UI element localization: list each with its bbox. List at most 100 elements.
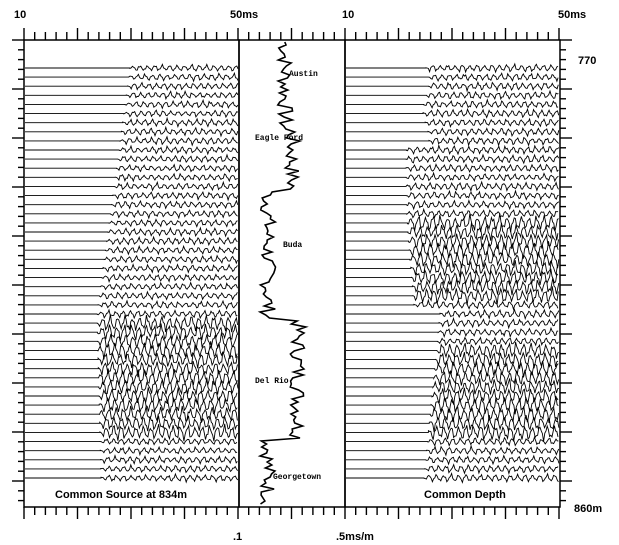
seismic-trace xyxy=(346,143,560,156)
seismic-trace xyxy=(346,387,559,405)
seismic-trace xyxy=(25,199,239,210)
common-source-traces xyxy=(25,63,239,484)
seismic-trace xyxy=(346,435,559,447)
seismic-trace xyxy=(25,387,238,405)
seismic-trace xyxy=(346,241,559,260)
seismic-trace xyxy=(346,444,560,457)
seismic-trace xyxy=(25,405,238,423)
seismic-trace xyxy=(346,107,560,119)
seismic-trace xyxy=(25,377,239,396)
seismic-trace xyxy=(25,437,238,446)
seismic-trace xyxy=(25,281,238,292)
seismic-trace xyxy=(25,445,238,457)
seismic-trace xyxy=(25,81,239,91)
seismic-trace xyxy=(346,250,560,269)
seismic-trace xyxy=(346,277,560,296)
bottom-slowness-ticks xyxy=(23,507,560,519)
seismic-trace xyxy=(346,298,559,311)
seismic-trace xyxy=(346,89,559,101)
seismic-trace xyxy=(25,218,238,228)
seismic-trace xyxy=(346,136,559,147)
seismic-trace xyxy=(25,351,238,369)
seismic-trace xyxy=(346,454,560,466)
slowness-log-curve xyxy=(257,41,309,505)
seismic-trace xyxy=(25,331,238,351)
seismic-trace xyxy=(346,351,559,369)
seismic-trace xyxy=(346,222,559,241)
seismic-trace xyxy=(25,308,238,320)
seismic-trace xyxy=(25,109,239,119)
seismic-trace xyxy=(25,254,238,265)
right-caption-box xyxy=(410,485,520,503)
seismic-trace xyxy=(25,235,238,247)
seismic-trace xyxy=(25,314,239,333)
seismic-trace xyxy=(25,153,239,164)
seismic-trace xyxy=(346,80,559,93)
seismic-trace xyxy=(346,126,560,138)
bottom-start-label: .1 xyxy=(233,531,242,543)
seismic-trace xyxy=(25,423,239,442)
seismic-trace xyxy=(25,244,238,256)
seismic-trace xyxy=(346,316,559,330)
seismic-trace xyxy=(25,172,238,183)
seismic-trace xyxy=(25,226,238,238)
seismic-trace xyxy=(25,209,238,220)
seismic-trace xyxy=(346,153,559,165)
seismic-trace xyxy=(346,326,559,339)
seismic-trace xyxy=(25,116,239,129)
seismic-trace xyxy=(25,323,239,342)
seismic-trace xyxy=(346,378,560,395)
seismic-trace xyxy=(346,286,559,306)
seismic-trace xyxy=(346,171,559,183)
seismic-trace xyxy=(25,163,239,173)
seismic-trace xyxy=(346,424,559,442)
top-time-ticks xyxy=(23,28,560,40)
seismic-trace xyxy=(346,260,559,279)
formation-label-eagle-ford: Eagle Ford xyxy=(255,134,303,143)
seismic-trace xyxy=(25,472,239,484)
top-right-end-label: 50ms xyxy=(558,9,586,21)
seismic-trace xyxy=(25,135,238,147)
seismic-trace xyxy=(25,125,239,138)
depth-bottom-label: 860m xyxy=(574,503,602,515)
seismic-trace xyxy=(346,369,560,386)
formation-label-austin: Austin xyxy=(289,70,318,79)
seismic-trace xyxy=(25,63,239,73)
top-right-start-label: 10 xyxy=(342,9,354,21)
seismic-trace xyxy=(346,415,560,433)
formation-label-buda: Buda xyxy=(283,241,302,250)
seismic-trace xyxy=(25,454,238,466)
seismic-trace xyxy=(25,463,238,474)
seismic-trace xyxy=(346,62,559,74)
seismic-trace xyxy=(346,180,559,193)
seismic-trace xyxy=(25,263,238,274)
bottom-end-label: .5ms/m xyxy=(336,531,374,543)
top-left-end-label: 50ms xyxy=(230,9,258,21)
seismic-trace xyxy=(346,307,560,321)
left-caption-box xyxy=(50,485,210,503)
seismic-trace xyxy=(25,89,239,101)
seismic-trace xyxy=(346,395,559,415)
common-depth-traces xyxy=(346,62,560,484)
seismic-trace xyxy=(25,341,238,360)
formation-label-georgetown: Georgetown xyxy=(273,473,321,482)
seismic-trace xyxy=(25,190,239,202)
seismic-trace xyxy=(346,463,559,475)
seismic-trace xyxy=(25,71,239,83)
seismic-trace xyxy=(346,336,559,347)
seismic-trace xyxy=(25,98,239,110)
seismic-trace xyxy=(25,272,238,283)
top-left-start-label: 10 xyxy=(14,9,26,21)
seismic-trace xyxy=(346,268,559,287)
seismic-trace xyxy=(25,290,238,301)
seismic-trace xyxy=(25,396,238,414)
seismic-trace xyxy=(346,189,559,201)
left-panel-caption: Common Source at 834m xyxy=(55,489,187,501)
right-panel-caption: Common Depth xyxy=(424,489,506,501)
seismic-trace xyxy=(346,213,559,233)
seismic-trace xyxy=(346,98,559,109)
seismic-trace xyxy=(346,207,559,220)
formation-label-del-rio: Del Rio xyxy=(255,377,289,386)
seismic-trace xyxy=(25,414,238,432)
